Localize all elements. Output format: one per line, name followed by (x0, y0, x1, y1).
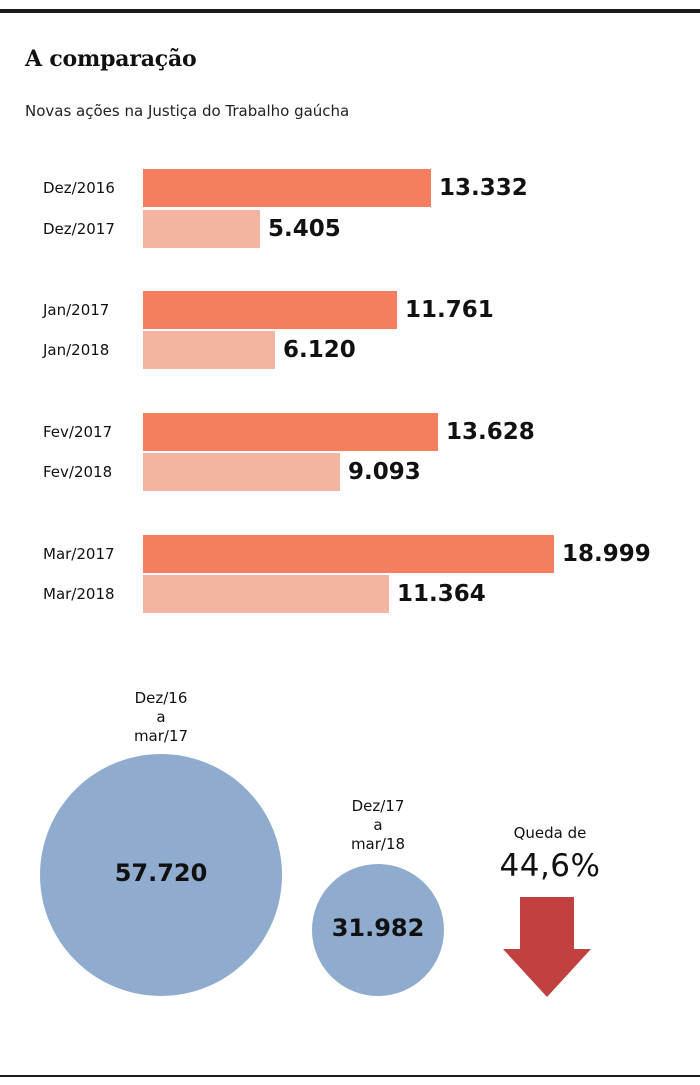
bar-value-label: 6.120 (283, 337, 356, 363)
bubble-period-label: Dez/16 a mar/17 (101, 689, 221, 746)
bubble-circle (40, 754, 282, 996)
category-label: Fev/2018 (43, 463, 113, 481)
down-arrow-icon (503, 897, 591, 997)
bar-chart: Dez/2016 13.332 Dez/2017 5.405 Jan/2017 11.76… (43, 169, 651, 613)
bar-value-label: 13.628 (446, 419, 535, 445)
top-rule (0, 9, 700, 13)
bar-prior-year (143, 535, 554, 573)
bubble-circle (312, 864, 444, 996)
bar-value-label: 11.364 (397, 581, 486, 607)
category-label: Mar/2018 (43, 585, 115, 603)
bar-value-label: 13.332 (439, 175, 528, 201)
drop-label: Queda de (513, 824, 587, 842)
bar-prior-year (143, 291, 397, 329)
bubble-period-line: mar/18 (350, 835, 406, 853)
chart-subtitle: Novas ações na Justiça do Trabalho gaúch… (25, 102, 350, 120)
bubble-period-line: Dez/16 (134, 689, 188, 707)
bubble-value: 57.720 (114, 859, 208, 887)
bar-current-year (143, 575, 389, 613)
chart-title: A comparação (25, 46, 197, 72)
category-label: Jan/2017 (43, 301, 110, 319)
category-label: Fev/2017 (43, 423, 113, 441)
category-label: Dez/2016 (43, 179, 115, 197)
bar-value-label: 5.405 (268, 216, 341, 242)
bubble-period-line: a (156, 708, 166, 726)
bubble-value: 31.982 (331, 914, 425, 942)
bar-prior-year (143, 413, 438, 451)
bar-value-label: 18.999 (562, 541, 651, 567)
bar-value-label: 11.761 (405, 297, 494, 323)
bottom-rule (0, 1075, 700, 1077)
bubble-period-line: a (373, 816, 383, 834)
category-label: Jan/2018 (43, 341, 110, 359)
category-label: Mar/2017 (43, 545, 115, 563)
bubble-period-label: Dez/17 a mar/18 (318, 797, 438, 854)
bar-current-year (143, 331, 275, 369)
bar-current-year (143, 210, 260, 248)
bubble-period-line: mar/17 (133, 727, 189, 745)
drop-value: 44,6% (499, 848, 601, 884)
bar-prior-year (143, 169, 431, 207)
bar-value-label: 9.093 (348, 459, 421, 485)
category-label: Dez/2017 (43, 220, 115, 238)
bar-current-year (143, 453, 340, 491)
bubble-period-line: Dez/17 (351, 797, 405, 815)
